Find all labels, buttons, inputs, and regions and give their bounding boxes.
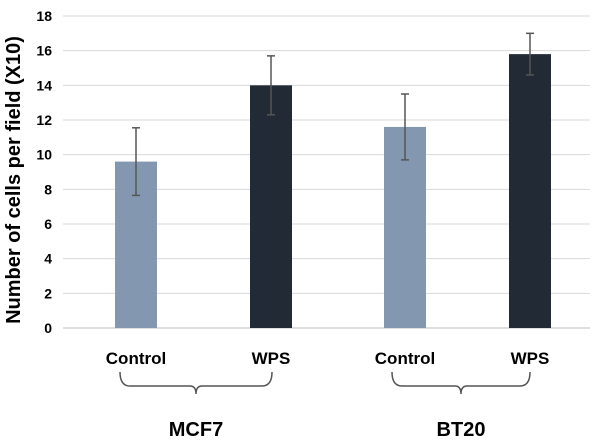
category-label: WPS (252, 349, 291, 368)
y-axis-title: Number of cells per field (X10) (3, 36, 25, 324)
category-label: Control (106, 349, 166, 368)
y-tick-label: 0 (44, 320, 52, 336)
y-axis-ticks: 0 2 4 6 8 10 12 14 16 18 (36, 8, 52, 336)
bar (509, 54, 551, 329)
bar (250, 85, 292, 328)
group-brace (391, 371, 531, 395)
y-tick-label: 4 (44, 251, 52, 267)
y-tick-label: 18 (36, 8, 52, 24)
y-tick-label: 2 (44, 285, 52, 301)
y-tick-label: 6 (44, 216, 52, 232)
group-label: MCF7 (169, 419, 223, 441)
y-tick-label: 16 (36, 43, 52, 59)
y-tick-label: 10 (36, 147, 52, 163)
category-label: Control (375, 349, 435, 368)
group-brace (119, 371, 273, 395)
bars (115, 54, 551, 329)
error-bars (132, 32, 534, 197)
y-tick-label: 12 (36, 112, 52, 128)
x-axis-labels: Control WPS Control WPS (106, 349, 550, 368)
group-label: BT20 (437, 419, 486, 441)
group-braces: MCF7 BT20 (119, 371, 531, 441)
y-tick-label: 14 (36, 77, 52, 93)
category-label: WPS (511, 349, 550, 368)
y-tick-label: 8 (44, 181, 52, 197)
